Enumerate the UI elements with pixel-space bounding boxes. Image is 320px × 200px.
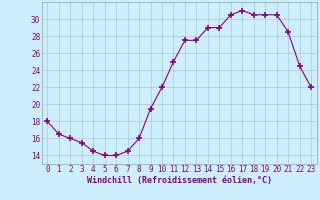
X-axis label: Windchill (Refroidissement éolien,°C): Windchill (Refroidissement éolien,°C) bbox=[87, 176, 272, 185]
